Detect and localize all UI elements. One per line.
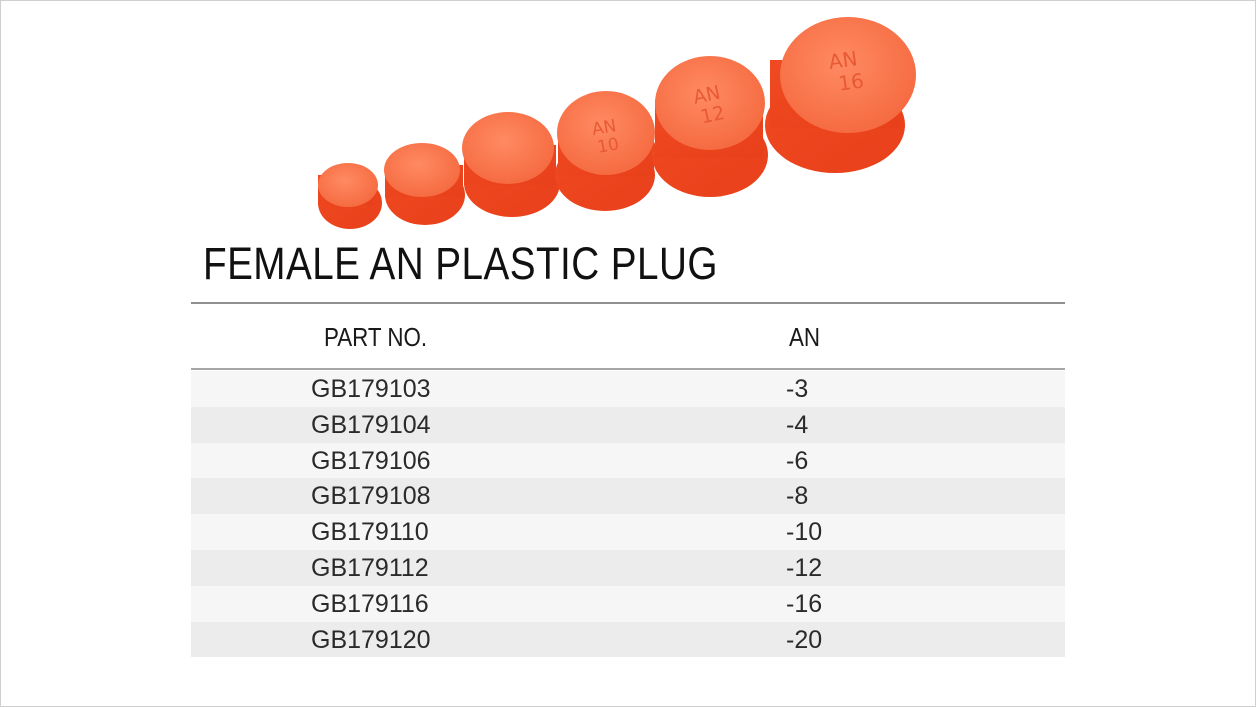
cell-part-no: GB179106 bbox=[311, 446, 431, 475]
cell-part-no: GB179112 bbox=[311, 553, 429, 582]
cell-part-no: GB179116 bbox=[311, 589, 429, 618]
plug-4-marking-line1: AN bbox=[590, 116, 617, 140]
plug-6-marking-line1: AN bbox=[827, 46, 859, 74]
cell-an-size: -16 bbox=[786, 589, 823, 618]
cell-an-size: -12 bbox=[786, 553, 823, 582]
cell-an-size: -4 bbox=[786, 410, 809, 439]
cell-part-no: GB179120 bbox=[311, 625, 431, 654]
plug-3 bbox=[462, 112, 560, 217]
plug-5-marking-line2: 12 bbox=[699, 102, 727, 129]
table-header: PART NO. AN bbox=[191, 318, 1065, 370]
plug-5: AN 12 bbox=[652, 56, 768, 197]
header-an: AN bbox=[789, 322, 821, 352]
table-row: GB179104 -4 bbox=[191, 406, 1065, 443]
table-body: GB179103 -3 GB179104 -4 GB179106 -6 GB179108 -8… bbox=[191, 371, 1065, 658]
plastic-plugs-image: AN 10 AN 12 AN 16 bbox=[318, 17, 916, 229]
title-divider bbox=[191, 302, 1065, 304]
plug-4-marking-line2: 10 bbox=[596, 134, 621, 157]
table-row: GB179112 -12 bbox=[191, 549, 1065, 586]
cell-an-size: -6 bbox=[786, 446, 809, 475]
plug-2 bbox=[384, 143, 465, 225]
page-title: FEMALE AN PLASTIC PLUG bbox=[203, 238, 718, 289]
cell-part-no: GB179110 bbox=[311, 518, 429, 547]
plug-1 bbox=[318, 163, 382, 229]
table-row: GB179108 -8 bbox=[191, 478, 1065, 515]
cell-an-size: -10 bbox=[786, 518, 823, 547]
header-divider bbox=[191, 368, 1065, 370]
parts-table: PART NO. AN GB179103 -3 GB179104 -4 GB179106… bbox=[191, 318, 1065, 658]
table-row: GB179106 -6 bbox=[191, 442, 1065, 479]
cell-an-size: -3 bbox=[786, 375, 809, 403]
plug-6: AN 16 bbox=[765, 17, 916, 173]
plug-4: AN 10 bbox=[555, 91, 655, 211]
table-row: GB179120 -20 bbox=[191, 621, 1065, 658]
cell-an-size: -20 bbox=[786, 625, 823, 654]
cell-part-no: GB179104 bbox=[311, 410, 431, 439]
cell-part-no: GB179108 bbox=[311, 482, 431, 511]
plug-6-marking-line2: 16 bbox=[837, 68, 866, 95]
cell-an-size: -8 bbox=[786, 482, 809, 511]
table-row: GB179116 -16 bbox=[191, 585, 1065, 622]
table-row: GB179103 -3 bbox=[191, 371, 1065, 407]
cell-part-no: GB179103 bbox=[311, 375, 431, 403]
table-row: GB179110 -10 bbox=[191, 514, 1065, 550]
header-part-no: PART NO. bbox=[324, 322, 428, 352]
